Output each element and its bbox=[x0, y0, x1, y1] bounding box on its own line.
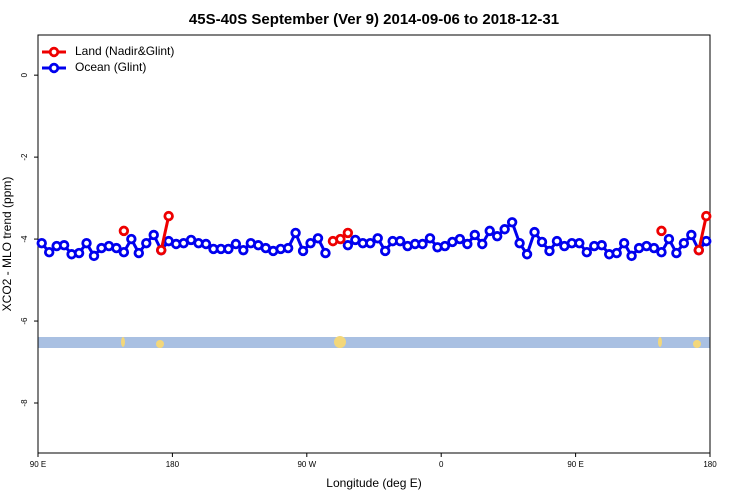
point bbox=[656, 225, 667, 237]
point bbox=[484, 225, 495, 237]
land-patch bbox=[658, 337, 662, 347]
point bbox=[335, 233, 346, 245]
point bbox=[141, 237, 152, 249]
x-tick-label: 90 E bbox=[567, 460, 583, 469]
point bbox=[424, 233, 436, 244]
point bbox=[506, 217, 518, 228]
x-tick-label: 0 bbox=[439, 460, 444, 469]
point bbox=[596, 240, 607, 251]
chart-title: 45S-40S September (Ver 9) 2014-09-06 to … bbox=[189, 11, 559, 28]
point bbox=[492, 231, 503, 242]
point bbox=[133, 247, 144, 259]
point bbox=[126, 233, 137, 245]
point bbox=[454, 233, 466, 245]
point bbox=[58, 240, 70, 251]
point bbox=[36, 237, 47, 249]
point bbox=[701, 210, 712, 222]
point bbox=[342, 227, 354, 239]
point bbox=[81, 237, 92, 249]
point bbox=[656, 246, 667, 258]
point bbox=[626, 250, 637, 262]
point bbox=[536, 236, 548, 248]
legend-marker bbox=[48, 62, 60, 74]
point bbox=[282, 242, 294, 254]
point bbox=[574, 237, 585, 249]
point bbox=[380, 245, 391, 257]
point bbox=[417, 238, 428, 250]
point bbox=[514, 237, 525, 249]
land-patch bbox=[156, 340, 164, 348]
point bbox=[73, 247, 85, 259]
point bbox=[611, 247, 622, 259]
x-tick-label: 180 bbox=[703, 460, 717, 469]
point bbox=[648, 242, 660, 254]
point bbox=[230, 238, 242, 250]
land-patch bbox=[693, 340, 701, 348]
point bbox=[163, 210, 174, 222]
point bbox=[238, 244, 249, 256]
legend-label: Land (Nadir&Glint) bbox=[75, 44, 174, 58]
land-patch bbox=[334, 336, 346, 348]
point bbox=[290, 227, 301, 239]
point bbox=[118, 246, 130, 258]
x-axis-label: Longitude (deg E) bbox=[326, 476, 421, 490]
point bbox=[372, 233, 383, 244]
land-strip bbox=[38, 336, 710, 348]
point bbox=[618, 237, 630, 249]
point bbox=[88, 250, 100, 262]
point bbox=[499, 224, 510, 235]
point bbox=[671, 247, 682, 259]
legend-label: Ocean (Glint) bbox=[75, 60, 146, 74]
y-axis-label: XCO2 - MLO trend (ppm) bbox=[0, 177, 14, 312]
point bbox=[365, 237, 376, 249]
y-tick-label: 0 bbox=[20, 72, 29, 77]
point bbox=[305, 237, 316, 249]
ocean-strip bbox=[38, 337, 710, 348]
y-tick-label: -8 bbox=[20, 399, 29, 407]
point bbox=[44, 246, 55, 258]
point bbox=[686, 229, 697, 241]
point bbox=[223, 243, 234, 255]
point bbox=[663, 233, 675, 245]
legend-marker bbox=[48, 46, 60, 58]
point bbox=[477, 238, 488, 250]
y-tick-label: -2 bbox=[20, 153, 29, 161]
point bbox=[439, 240, 451, 252]
y-tick-label: -4 bbox=[20, 235, 29, 243]
point bbox=[581, 246, 592, 258]
point bbox=[312, 233, 324, 244]
land-patch bbox=[121, 337, 125, 347]
point bbox=[394, 235, 406, 247]
x-tick-label: 90 W bbox=[297, 460, 316, 469]
x-tick-label: 90 E bbox=[30, 460, 46, 469]
point bbox=[701, 235, 712, 247]
point bbox=[693, 244, 704, 256]
point bbox=[521, 249, 533, 260]
point bbox=[200, 238, 212, 250]
point bbox=[529, 226, 540, 238]
point bbox=[342, 240, 354, 251]
point bbox=[678, 237, 690, 249]
point bbox=[111, 242, 122, 254]
point bbox=[155, 244, 167, 256]
x-tick-label: 180 bbox=[166, 460, 180, 469]
point bbox=[297, 245, 309, 257]
point bbox=[544, 245, 555, 257]
y-tick-label: -6 bbox=[20, 317, 29, 325]
point bbox=[462, 238, 473, 250]
point bbox=[469, 229, 480, 241]
point bbox=[118, 225, 130, 237]
point bbox=[148, 229, 159, 241]
point bbox=[320, 247, 331, 259]
point bbox=[551, 235, 563, 247]
